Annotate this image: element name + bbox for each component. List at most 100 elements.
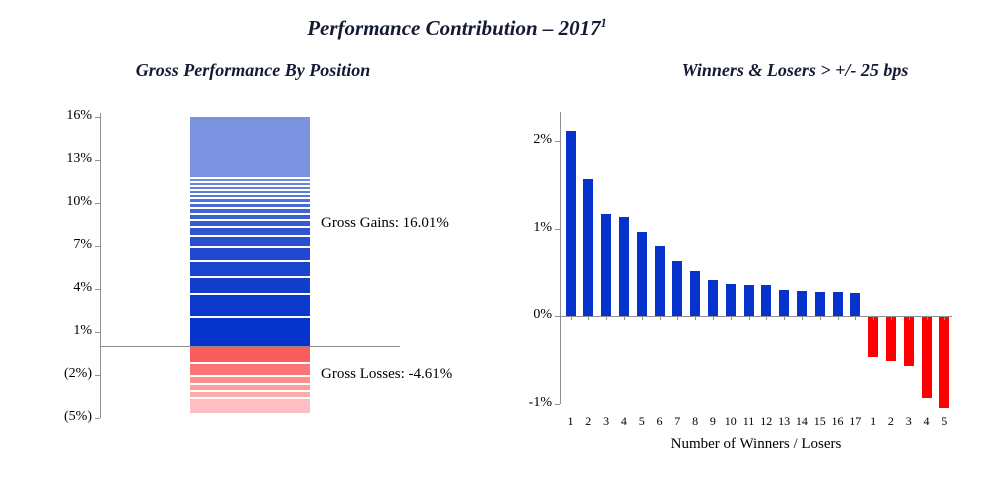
gain-segment (190, 293, 310, 316)
winner-bar (707, 280, 718, 316)
page-title: Performance Contribution – 20171 (0, 16, 914, 41)
left-y-axis-tick (95, 202, 100, 204)
left-y-axis-tick (95, 374, 100, 376)
right-x-axis-tick (570, 317, 572, 320)
gross-gains-label: Gross Gains: 16.01% (321, 215, 449, 231)
right-ytick-label: -1% (528, 394, 552, 410)
left-ytick-label: (2%) (64, 365, 92, 381)
gain-segment (190, 192, 310, 198)
left-ytick-label: 16% (66, 107, 92, 123)
left-ytick-label: 13% (66, 150, 92, 166)
right-y-axis-tick (555, 403, 560, 405)
right-xtick-label: 3 (603, 414, 610, 428)
right-x-axis-tick (588, 317, 590, 320)
loss-segment (190, 390, 310, 397)
gain-segment (190, 218, 310, 226)
loser-bar (885, 317, 896, 361)
loss-segment (190, 375, 310, 384)
footnote-marker: 1 (600, 16, 607, 30)
right-x-axis-tick (606, 317, 608, 320)
gain-segment (190, 315, 310, 346)
gain-segment (190, 197, 310, 203)
left-y-axis-tick (95, 159, 100, 161)
loss-segment (190, 347, 310, 362)
loser-bar (939, 317, 950, 408)
gain-segment (190, 212, 310, 219)
right-xtick-label: 5 (638, 414, 645, 428)
left-zero-line (100, 346, 400, 347)
right-xtick-label: 1 (870, 414, 877, 428)
right-y-axis-line (560, 112, 561, 404)
loss-segment (190, 396, 310, 413)
left-ytick-label: 4% (73, 279, 92, 295)
right-y-axis-tick (555, 228, 560, 230)
right-xtick-label: 2 (887, 414, 894, 428)
loss-segment (190, 383, 310, 391)
winner-bar (583, 178, 594, 316)
right-x-axis-tick (801, 317, 803, 320)
right-xtick-label: 7 (674, 414, 681, 428)
left-y-axis-tick (95, 245, 100, 247)
gain-segment (190, 225, 310, 235)
right-chart-xaxis-title: Number of Winners / Losers (670, 436, 842, 452)
right-x-axis-tick (677, 317, 679, 320)
right-x-axis-line (560, 316, 952, 317)
right-x-axis-tick (641, 317, 643, 320)
right-xtick-label: 1 (567, 414, 574, 428)
left-y-axis-tick (95, 288, 100, 290)
winner-bar (743, 284, 754, 316)
gain-segment (190, 184, 310, 189)
gain-segment (190, 260, 310, 277)
winner-bar (672, 260, 683, 316)
right-xtick-label: 11 (742, 414, 755, 428)
winner-bar (796, 290, 807, 316)
right-x-axis-tick (908, 317, 910, 320)
loser-bar (868, 317, 879, 358)
winner-bar (601, 213, 612, 316)
right-xtick-label: 12 (760, 414, 773, 428)
loss-segment (190, 361, 310, 376)
right-xtick-label: 16 (831, 414, 844, 428)
gains-stack (190, 116, 310, 346)
right-x-axis-tick (766, 317, 768, 320)
page-title-text: Performance Contribution – 2017 (307, 16, 601, 40)
left-ytick-label: 10% (66, 193, 92, 209)
gain-segment (190, 246, 310, 261)
left-ytick-label: 7% (73, 236, 92, 252)
right-xtick-label: 4 (620, 414, 627, 428)
right-x-axis-tick (712, 317, 714, 320)
winner-bar (779, 289, 790, 316)
left-y-axis-tick (95, 417, 100, 419)
gain-segment (190, 276, 310, 294)
right-x-axis-tick (748, 317, 750, 320)
right-x-axis-tick (659, 317, 661, 320)
winner-bar (565, 131, 576, 316)
right-ytick-label: 0% (533, 307, 552, 322)
left-ytick-label: 1% (73, 322, 92, 338)
gross-losses-label: Gross Losses: -4.61% (321, 366, 453, 382)
right-y-axis-tick (555, 141, 560, 142)
right-x-axis-tick (819, 317, 821, 320)
right-chart-title: Winners & Losers > +/- 25 bps (681, 60, 909, 80)
right-xtick-label: 9 (709, 414, 716, 428)
loser-bar (903, 317, 914, 366)
right-xtick-label: 6 (656, 414, 663, 428)
winner-bar (636, 232, 647, 316)
right-x-axis-tick (926, 317, 928, 320)
winner-bar (618, 217, 629, 316)
gain-segment (190, 177, 310, 181)
left-y-axis-tick (95, 331, 100, 333)
winner-bar (654, 246, 665, 316)
right-xtick-label: 5 (941, 414, 948, 428)
right-x-axis-tick (944, 317, 946, 320)
right-x-axis-tick (855, 317, 857, 320)
right-ytick-label: 1% (533, 219, 552, 235)
left-ytick-label: (5%) (64, 408, 92, 424)
gain-segment (190, 188, 310, 193)
right-xtick-label: 8 (692, 414, 699, 428)
left-y-axis-tick (95, 116, 100, 118)
right-xtick-label: 2 (585, 414, 592, 428)
losses-stack (190, 347, 310, 413)
winner-bar (761, 284, 772, 316)
